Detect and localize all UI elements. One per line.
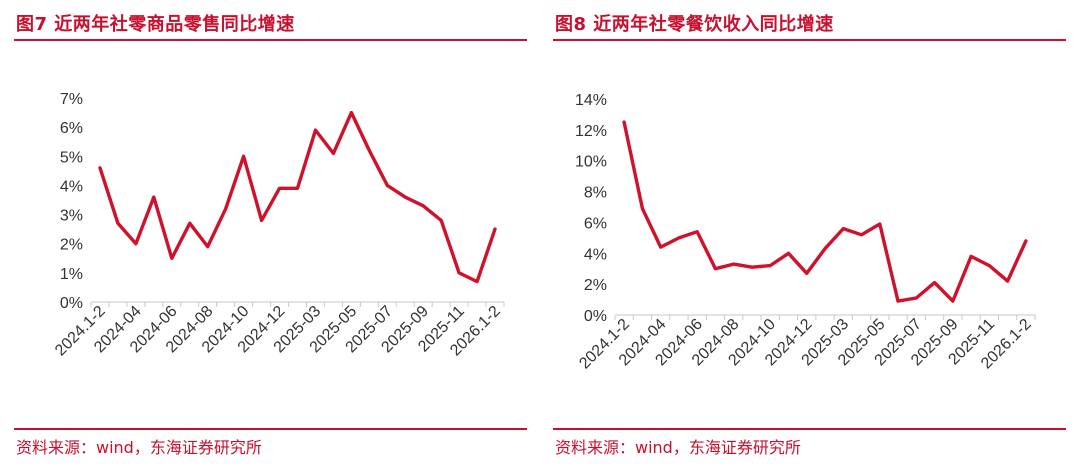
y-tick-label: 5% [60, 149, 83, 166]
y-tick-label: 10% [575, 154, 607, 171]
y-tick-label: 6% [60, 120, 83, 137]
y-tick-label: 2% [60, 237, 83, 254]
line-chart: 0% 2% 4% 6% 8% 10% 12% 14% 2024.1-2 2024-04 2024-0… [553, 42, 1066, 427]
source-note: 资料来源：wind，东海证券研究所 [16, 438, 262, 457]
figure-title: 图7 近两年社零商品零售同比增速 [16, 14, 295, 35]
y-tick-label: 1% [60, 266, 83, 283]
chart-panel-retail: 图7 近两年社零商品零售同比增速 0% 1% 2% 3% 4% 5% 6% 7% 2024.1-… [14, 0, 527, 467]
series-line [622, 120, 1028, 303]
y-tick-label: 7% [60, 91, 83, 108]
y-tick-label: 14% [575, 92, 607, 109]
y-tick-label: 3% [60, 208, 83, 225]
chart-svg: 0%1%2%3%4%5%6%7%2024.1-22024-042024-0620… [52, 91, 505, 359]
chart-svg: 0%2%4%6%8%10%12%14%2024.1-22024-042024-0… [575, 92, 1036, 372]
y-tick-label: 0% [584, 308, 607, 325]
title-rule [553, 39, 1066, 41]
y-tick-label: 8% [584, 185, 607, 202]
source-note: 资料来源：wind，东海证券研究所 [555, 438, 801, 457]
y-tick-label: 0% [60, 295, 83, 312]
figure-title: 图8 近两年社零餐饮收入同比增速 [555, 14, 834, 35]
source-rule [553, 428, 1066, 430]
source-rule [14, 428, 527, 430]
series-line [98, 110, 497, 284]
line-chart: 0% 1% 2% 3% 4% 5% 6% 7% 2024.1-2 2024-04 2024-06 20… [14, 42, 527, 427]
y-tick-label: 12% [575, 123, 607, 140]
y-tick-label: 2% [584, 277, 607, 294]
y-tick-label: 4% [584, 246, 607, 263]
title-rule [14, 39, 527, 41]
y-tick-label: 6% [584, 215, 607, 232]
chart-panel-catering: 图8 近两年社零餐饮收入同比增速 0% 2% 4% 6% 8% 10% 12% 14% 2024… [553, 0, 1066, 467]
y-tick-label: 4% [60, 178, 83, 195]
